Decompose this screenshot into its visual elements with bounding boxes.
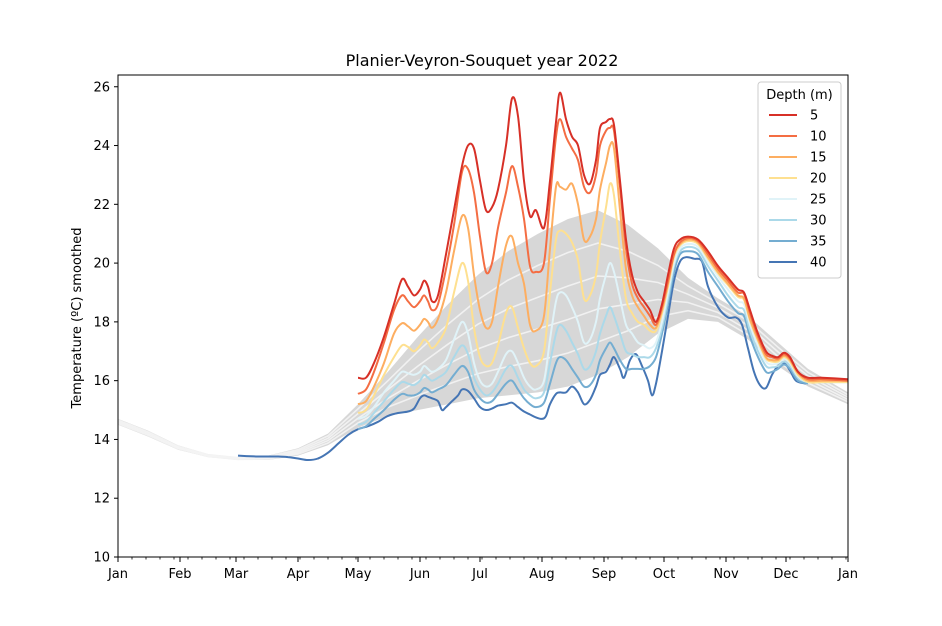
x-tick-label: Jul <box>471 567 488 582</box>
x-tick-label: Oct <box>653 567 675 582</box>
plot-area <box>118 91 848 461</box>
series-line-20m <box>357 182 848 414</box>
x-tick-label: Jan <box>107 567 128 582</box>
axes-frame <box>117 74 849 558</box>
x-tick-label: Apr <box>287 567 310 582</box>
x-tick-label: May <box>345 567 372 582</box>
series-line-5m <box>357 91 848 381</box>
x-tick-label: Aug <box>529 567 554 582</box>
axes: 10 12 14 16 18 20 22 24 26 Jan Feb Mar Apr May Jun Jul A… <box>93 74 858 582</box>
x-tick-label: Nov <box>713 567 739 582</box>
y-tick-label: 18 <box>93 315 110 330</box>
y-tick-label: 24 <box>93 139 110 154</box>
y-tick-label: 26 <box>93 80 110 95</box>
legend: Depth (m) 5 10 15 20 25 30 35 40 <box>757 81 842 279</box>
legend-title: Depth (m) <box>766 88 833 103</box>
x-tick-label: Dec <box>773 567 798 582</box>
chart-title: Planier-Veyron-Souquet year 2022 <box>346 51 619 70</box>
climatology-band <box>118 210 848 460</box>
series-line-35m <box>357 250 809 431</box>
y-axis-label: Temperature (ºC) smoothed <box>70 228 85 410</box>
legend-label-35m: 35 <box>810 235 827 250</box>
series-line-25m <box>357 242 848 420</box>
x-tick-label: Jun <box>409 567 430 582</box>
legend-label-15m: 15 <box>810 151 827 166</box>
series-line-30m <box>357 245 848 426</box>
x-tick-label: Sep <box>592 567 617 582</box>
y-tick-label: 12 <box>93 492 110 507</box>
x-tick-label: Feb <box>168 567 191 582</box>
plot-contents <box>118 91 848 461</box>
y-tick-label: 20 <box>93 257 110 272</box>
y-tick-label: 22 <box>93 198 110 213</box>
legend-label-10m: 10 <box>810 130 827 145</box>
x-tick-label: Mar <box>224 567 249 582</box>
y-tick-label: 14 <box>93 433 110 448</box>
legend-label-20m: 20 <box>810 172 827 187</box>
series-line-15m <box>357 141 848 406</box>
legend-label-5m: 5 <box>810 109 818 124</box>
x-tick-label: Jan <box>837 567 858 582</box>
y-tick-label: 10 <box>93 551 110 566</box>
y-tick-label: 16 <box>93 374 110 389</box>
series-line-40m <box>237 256 807 461</box>
legend-label-40m: 40 <box>810 256 827 271</box>
series-line-10m <box>357 118 848 395</box>
legend-box <box>757 81 842 279</box>
legend-label-30m: 30 <box>810 214 827 229</box>
legend-label-25m: 25 <box>810 193 827 208</box>
